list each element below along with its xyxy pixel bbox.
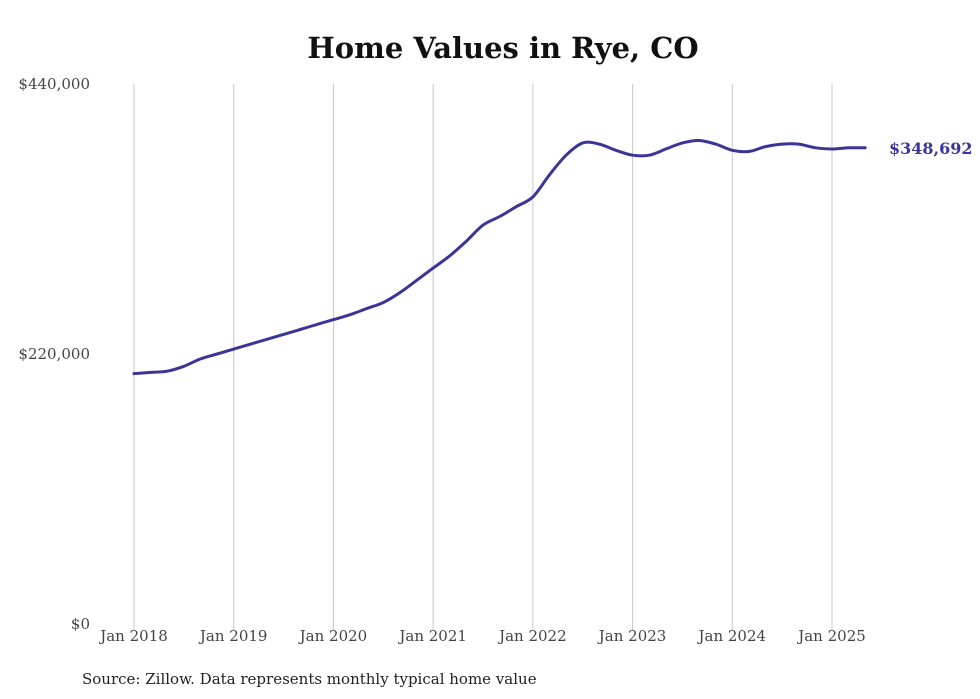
series-line-home-value: [132, 138, 867, 376]
end-value-label: $348,692: [889, 139, 973, 158]
x-tick-label: Jan 2020: [298, 627, 368, 645]
x-tick-label: Jan 2022: [497, 627, 567, 645]
x-axis-ticks: Jan 2018 Jan 2019 Jan 2020 Jan 2021 Jan 2022…: [98, 627, 866, 645]
y-tick-label: $440,000: [18, 75, 90, 93]
x-tick-label: Jan 2023: [597, 627, 667, 645]
x-tick-label: Jan 2021: [397, 627, 467, 645]
x-tick-label: Jan 2018: [98, 627, 168, 645]
x-tick-label: Jan 2025: [796, 627, 866, 645]
y-axis-ticks: $0 $220,000 $440,000: [18, 75, 90, 633]
chart-title: Home Values in Rye, CO: [307, 31, 698, 65]
gridlines: [133, 84, 833, 630]
source-note: Source: Zillow. Data represents monthly …: [82, 670, 537, 688]
y-tick-label: $0: [71, 615, 90, 633]
y-tick-label: $220,000: [18, 345, 90, 363]
x-tick-label: Jan 2019: [198, 627, 268, 645]
x-tick-label: Jan 2024: [697, 627, 767, 645]
